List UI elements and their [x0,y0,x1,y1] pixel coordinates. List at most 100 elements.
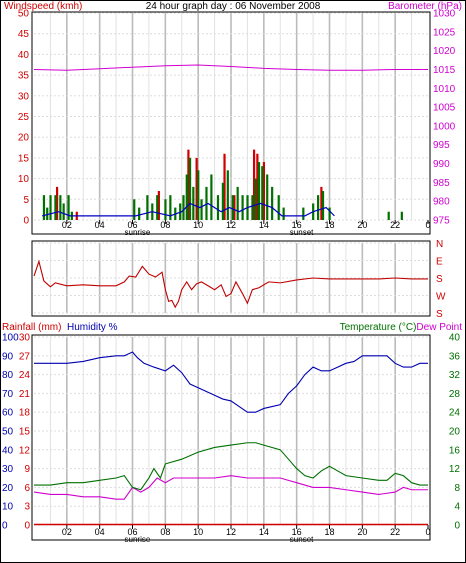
wind-avg-bar [138,207,141,220]
x-tick-label: 02 [62,527,72,537]
wind-gust-bar [256,153,259,220]
humidity-tick-label: 50 [2,427,14,438]
baro-tick-label: 1005 [433,103,456,114]
x-tick-label: 18 [324,220,334,230]
sunset-label: sunset [290,535,314,544]
humidity-tick-label: 40 [2,445,14,456]
wind-barometer-panel: 0510152025303540455097598098599099510001… [18,9,456,238]
wind-tick-label: 40 [18,50,30,61]
sunset-label: sunset [290,228,314,237]
humidity-tick-label: 0 [2,521,8,532]
wind-tick-label: 5 [23,195,29,206]
x-tick-label: 18 [324,527,334,537]
wind-avg-bar [317,195,320,220]
wind-avg-bar [169,195,172,220]
panel3-right-label: Temperature (°C)Dew Point [340,322,463,333]
x-tick-label: 22 [390,220,400,230]
temp-tick-label: 24 [449,408,461,419]
x-tick-label: 10 [193,527,203,537]
rain-tick-label: 0 [24,521,30,532]
x-tick-label: 20 [357,527,367,537]
wind-avg-bar [328,207,331,220]
x-tick-label: 0 [425,220,430,230]
temp-tick-label: 16 [449,445,461,456]
x-tick-label: 06 [127,220,137,230]
temp-tick-label: 36 [449,351,461,362]
x-tick-label: 02 [62,220,72,230]
direction-tick-label: N [436,239,443,250]
humidity-tick-label: 30 [2,464,14,475]
wind-avg-bar [146,195,149,220]
baro-tick-label: 975 [433,216,450,227]
wind-avg-bar [200,199,203,220]
wind-tick-label: 0 [23,216,29,227]
x-tick-label: 06 [127,527,137,537]
rain-tick-label: 15 [19,427,31,438]
direction-tick-label: S [436,274,443,285]
rain-tick-label: 30 [19,333,31,344]
humidity-tick-label: 60 [2,408,14,419]
temp-tick-label: 12 [449,464,461,475]
wind-avg-bar [216,195,220,220]
humidity-tick-label: 10 [2,502,14,513]
baro-tick-label: 980 [433,197,450,208]
wind-avg-bar [400,211,403,220]
baro-tick-label: 1010 [433,84,456,95]
humidity-tick-label: 70 [2,389,14,400]
rain-tick-label: 6 [24,483,30,494]
temp-tick-label: 20 [449,427,461,438]
baro-tick-label: 1030 [433,9,456,20]
wind-gust-bar [233,195,236,220]
temp-tick-label: 40 [449,333,461,344]
wind-avg-bar [387,211,390,220]
temp-tick-label: 0 [454,521,460,532]
baro-tick-label: 995 [433,140,450,151]
wind-avg-bar [54,195,57,220]
wind-avg-bar [62,203,65,220]
wind-gust-bar [320,186,323,220]
x-tick-label: 10 [193,220,203,230]
wind-avg-bar [133,199,136,220]
humidity-tick-label: 20 [2,483,14,494]
wind-gust-bar [262,162,266,220]
x-tick-label: 04 [95,220,105,230]
humidity-tick-label: 80 [2,370,14,381]
wind-avg-bar [221,182,224,220]
wind-avg-bar [188,157,192,220]
wind-tick-label: 50 [18,9,30,20]
direction-tick-label: W [436,292,446,303]
wind-gust-bar [187,149,190,220]
rainfall-label: Rainfall (mm) [2,322,61,333]
wind-avg-bar [197,170,200,220]
page-title: 24 hour graph day : 06 November 2008 [146,1,321,12]
x-tick-label: 08 [160,220,170,230]
wind-tick-label: 35 [18,71,30,82]
wind-tick-label: 45 [18,29,30,40]
wind-avg-bar [302,207,305,220]
wind-avg-bar [192,186,195,220]
baro-tick-label: 1015 [433,65,456,76]
temperature-line [34,442,428,491]
humidity-label: Humidity % [67,322,118,333]
wind-gust-bar [195,157,198,220]
baro-tick-label: 1000 [433,121,456,132]
rain-tick-label: 9 [24,464,30,475]
wind-avg-bar [67,195,70,220]
baro-tick-label: 985 [433,178,450,189]
wind-avg-bar [210,174,213,220]
wind-avg-bar [182,195,185,220]
humidity-tick-label: 90 [2,351,14,362]
wind-avg-bar [49,195,52,220]
wind-avg-bar [271,186,274,220]
wind-avg-bar [261,166,264,220]
x-tick-label: 08 [160,527,170,537]
temp-tick-label: 32 [449,370,461,381]
wind-gust-bar [55,186,59,220]
humidity-tick-label: 100 [2,333,19,344]
temp-tick-label: 4 [454,502,460,513]
wind-avg-bar [185,174,188,220]
humidity-line [34,351,428,413]
